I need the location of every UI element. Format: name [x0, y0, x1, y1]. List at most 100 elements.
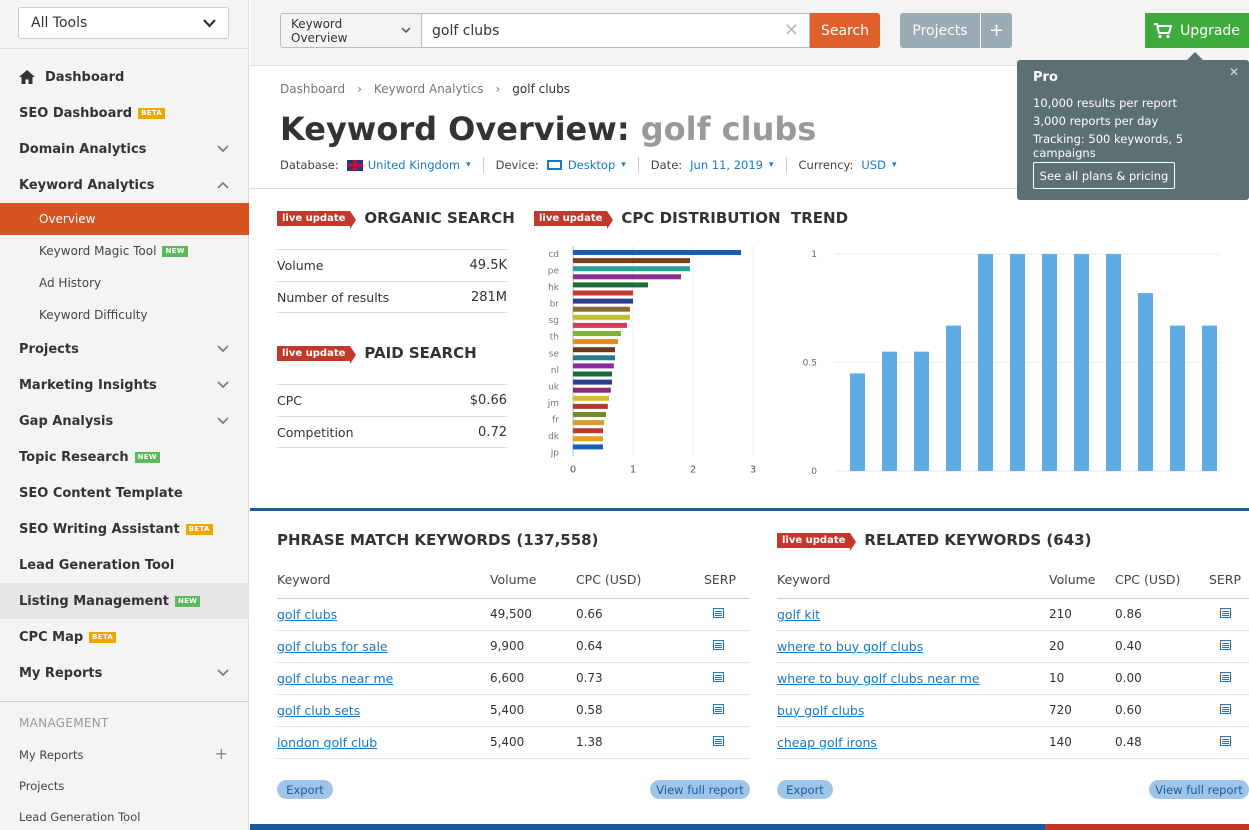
- breadcrumb-keyword-analytics[interactable]: Keyword Analytics: [373, 82, 484, 96]
- keyword-link[interactable]: buy golf clubs: [777, 694, 1049, 727]
- serp-icon[interactable]: [713, 608, 724, 618]
- add-report-plus-icon[interactable]: +: [214, 744, 228, 763]
- cpc-bar: [573, 420, 605, 426]
- chevron-down-icon[interactable]: ▾: [621, 160, 626, 170]
- cpc-bar: [573, 347, 615, 353]
- breadcrumb-dashboard[interactable]: Dashboard: [280, 82, 346, 96]
- cpc-cell: 0.86: [1115, 598, 1205, 631]
- serp-icon[interactable]: [713, 672, 724, 682]
- view-full-report-button[interactable]: View full report: [1149, 780, 1249, 799]
- export-button[interactable]: Export: [777, 780, 833, 799]
- chevron-down-icon[interactable]: ▾: [466, 160, 471, 170]
- search-input[interactable]: golf clubs ✕: [422, 13, 810, 48]
- keyword-link[interactable]: golf clubs for sale: [277, 630, 490, 663]
- management-heading: MANAGEMENT: [19, 716, 109, 730]
- device-value[interactable]: Desktop: [567, 158, 616, 172]
- keyword-link[interactable]: golf clubs near me: [277, 662, 490, 695]
- cpc-bar: [573, 339, 618, 345]
- sidebar-item-projects[interactable]: Projects: [0, 331, 249, 367]
- sidebar-item-seo-writing-assistant[interactable]: SEO Writing Assistant BETA: [0, 511, 249, 547]
- sidebar-item-domain-analytics[interactable]: Domain Analytics: [0, 131, 249, 167]
- volume-cell: 20: [1049, 630, 1115, 663]
- chevron-down-icon[interactable]: ▾: [891, 160, 897, 170]
- volume-cell: 6,600: [489, 662, 576, 695]
- serp-cell: [1205, 598, 1249, 631]
- section-divider: [250, 508, 1249, 511]
- trend-bar: [914, 351, 929, 471]
- trend-bar: [946, 325, 961, 471]
- search-button[interactable]: Search: [810, 13, 880, 48]
- breadcrumb-separator-icon: ›: [495, 82, 501, 96]
- serp-icon[interactable]: [1220, 640, 1231, 650]
- all-tools-label: All Tools: [31, 15, 88, 31]
- table-row: where to buy golf clubs 20 0.40: [777, 630, 1249, 663]
- add-project-plus-icon[interactable]: +: [981, 13, 1012, 48]
- keyword-link[interactable]: golf club sets: [277, 694, 490, 727]
- sidebar-item-label: Projects: [19, 341, 79, 357]
- see-plans-button[interactable]: See all plans & pricing: [1033, 162, 1175, 189]
- sidebar-item-my-reports[interactable]: My Reports: [0, 655, 249, 691]
- sidebar-item-seo-dashboard[interactable]: SEO Dashboard BETA: [0, 95, 249, 131]
- serp-icon[interactable]: [713, 640, 724, 650]
- upgrade-button[interactable]: Upgrade: [1145, 13, 1249, 48]
- all-tools-select[interactable]: All Tools: [18, 7, 229, 39]
- keyword-link[interactable]: london golf club: [277, 726, 490, 759]
- beta-badge: BETA: [185, 523, 213, 535]
- chevron-down-icon[interactable]: ▾: [769, 160, 774, 170]
- chevron-down-icon: [203, 18, 216, 28]
- report-type-select[interactable]: Keyword Overview: [280, 13, 422, 48]
- table-row: golf clubs 49,500 0.66: [277, 598, 750, 631]
- sidebar-item-cpc-map[interactable]: CPC Map BETA: [0, 619, 249, 655]
- keyword-link[interactable]: golf kit: [777, 598, 1049, 631]
- date-value[interactable]: Jun 11, 2019: [690, 158, 763, 172]
- projects-button[interactable]: Projects: [900, 13, 980, 48]
- cart-icon: [1154, 22, 1173, 38]
- serp-cell: [703, 630, 750, 663]
- sidebar-subitem-ad-history[interactable]: Ad History: [0, 267, 249, 299]
- sidebar-subitem-overview[interactable]: Overview: [0, 203, 249, 235]
- sidebar-item-marketing-insights[interactable]: Marketing Insights: [0, 367, 249, 403]
- sidebar-item-dashboard[interactable]: Dashboard: [0, 59, 249, 95]
- view-full-report-button[interactable]: View full report: [650, 780, 750, 799]
- sidebar-subitem-keyword-magic-tool[interactable]: Keyword Magic Tool NEW: [0, 235, 249, 267]
- col-cpc: CPC (USD): [575, 562, 704, 599]
- keyword-link[interactable]: cheap golf irons: [777, 726, 1049, 759]
- sidebar-item-topic-research[interactable]: Topic Research NEW: [0, 439, 249, 475]
- serp-icon[interactable]: [713, 736, 724, 746]
- breadcrumb: Dashboard › Keyword Analytics › golf clu…: [280, 82, 570, 96]
- sidebar-item-lead-generation-tool[interactable]: Lead Generation Tool: [0, 547, 249, 583]
- management-projects[interactable]: Projects: [19, 779, 65, 793]
- sidebar-item-label: Overview: [39, 212, 96, 226]
- keyword-link[interactable]: golf clubs: [277, 598, 490, 631]
- serp-icon[interactable]: [1220, 704, 1231, 714]
- serp-icon[interactable]: [713, 704, 724, 714]
- volume-cell: 5,400: [489, 694, 576, 727]
- sidebar-item-label: Ad History: [39, 276, 102, 290]
- related-keywords-title: RELATED KEYWORDS (643): [864, 531, 1092, 549]
- breadcrumb-current: golf clubs: [512, 82, 571, 96]
- metric-label: Volume: [277, 258, 324, 273]
- metric-value: 49.5K: [469, 258, 507, 273]
- keyword-link[interactable]: where to buy golf clubs: [777, 630, 1049, 663]
- export-button[interactable]: Export: [277, 780, 333, 799]
- sidebar-item-gap-analysis[interactable]: Gap Analysis: [0, 403, 249, 439]
- sidebar-item-keyword-analytics[interactable]: Keyword Analytics: [0, 167, 249, 203]
- keyword-link[interactable]: where to buy golf clubs near me: [777, 662, 1049, 695]
- cpc-cell: 0.00: [1115, 662, 1205, 695]
- serp-icon[interactable]: [1220, 672, 1231, 682]
- management-lead-generation-tool[interactable]: Lead Generation Tool: [19, 810, 141, 824]
- serp-icon[interactable]: [1220, 608, 1231, 618]
- clear-icon[interactable]: ✕: [783, 20, 799, 41]
- chevron-down-icon: [217, 145, 229, 153]
- currency-value[interactable]: USD: [861, 158, 886, 172]
- device-label: Device:: [495, 158, 539, 172]
- sidebar-subitem-keyword-difficulty[interactable]: Keyword Difficulty: [0, 299, 249, 331]
- database-value[interactable]: United Kingdom: [367, 158, 461, 172]
- management-my-reports[interactable]: My Reports: [19, 748, 84, 762]
- serp-icon[interactable]: [1220, 736, 1231, 746]
- sidebar-item-label: Domain Analytics: [19, 141, 147, 157]
- close-icon[interactable]: ✕: [1228, 65, 1239, 79]
- sidebar-item-listing-management[interactable]: Listing Management NEW: [0, 583, 249, 619]
- sidebar-item-seo-content-template[interactable]: SEO Content Template: [0, 475, 249, 511]
- col-keyword: Keyword: [777, 562, 1049, 599]
